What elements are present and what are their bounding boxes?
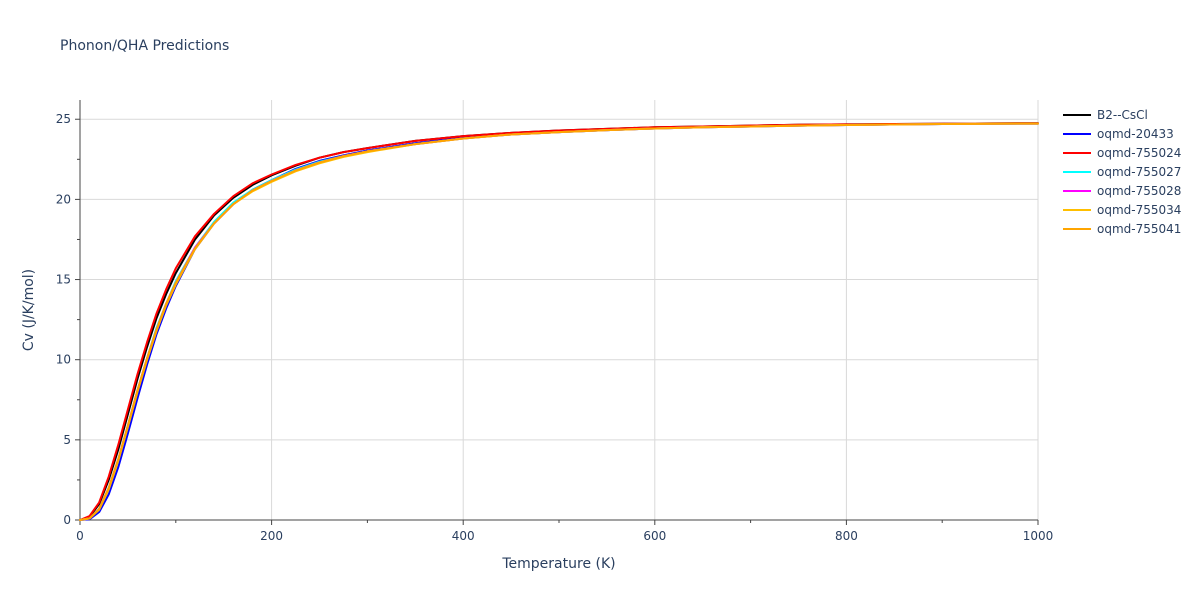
y-tick-label: 15 xyxy=(56,273,71,287)
legend-item[interactable]: oqmd-755028 xyxy=(1063,184,1181,198)
axes: 0 200 400 600 800 1000 0 5 10 15 20 25 xyxy=(56,100,1054,543)
legend-item[interactable]: oqmd-755024 xyxy=(1063,146,1181,160)
series-line-oqmd-755028 xyxy=(79,122,1039,521)
legend-label: oqmd-755041 xyxy=(1097,222,1181,236)
y-tick-label: 10 xyxy=(56,353,71,367)
legend-label: oqmd-755024 xyxy=(1097,146,1181,160)
legend-label: oqmd-20433 xyxy=(1097,127,1174,141)
x-tick-label: 400 xyxy=(452,529,475,543)
legend-label: B2--CsCl xyxy=(1097,108,1148,122)
series-line-oqmd-755027 xyxy=(79,122,1039,521)
x-tick-label: 1000 xyxy=(1023,529,1054,543)
y-tick-label: 20 xyxy=(56,192,71,206)
chart-title: Phonon/QHA Predictions xyxy=(60,38,229,54)
grid xyxy=(80,100,1039,520)
y-tick-label: 5 xyxy=(63,433,71,447)
series-line-oqmd-755034 xyxy=(79,122,1039,521)
legend-label: oqmd-755028 xyxy=(1097,184,1181,198)
x-tick-label: 0 xyxy=(76,529,84,543)
x-axis-title: Temperature (K) xyxy=(501,556,615,572)
y-tick-label: 25 xyxy=(56,112,71,126)
y-axis-title: Cv (J/K/mol) xyxy=(21,269,37,351)
legend-item[interactable]: oqmd-755027 xyxy=(1063,165,1181,179)
legend-label: oqmd-755027 xyxy=(1097,165,1181,179)
legend-item[interactable]: oqmd-20433 xyxy=(1063,127,1174,141)
x-tick-label: 800 xyxy=(835,529,858,543)
series-line-oqmd-755041 xyxy=(79,122,1039,521)
x-tick-label: 600 xyxy=(643,529,666,543)
y-tick-label: 0 xyxy=(63,513,71,527)
x-tick-label: 200 xyxy=(260,529,283,543)
series-line-oqmd-20433 xyxy=(79,122,1039,521)
legend[interactable]: B2--CsCl oqmd-20433 oqmd-755024 oqmd-755027… xyxy=(1063,108,1181,236)
legend-item[interactable]: B2--CsCl xyxy=(1063,108,1148,122)
legend-item[interactable]: oqmd-755041 xyxy=(1063,222,1181,236)
series-lines xyxy=(79,122,1039,521)
series-line-oqmd-755024 xyxy=(79,122,1039,521)
series-line-B2--CsCl xyxy=(79,122,1039,521)
legend-item[interactable]: oqmd-755034 xyxy=(1063,203,1181,217)
legend-label: oqmd-755034 xyxy=(1097,203,1181,217)
